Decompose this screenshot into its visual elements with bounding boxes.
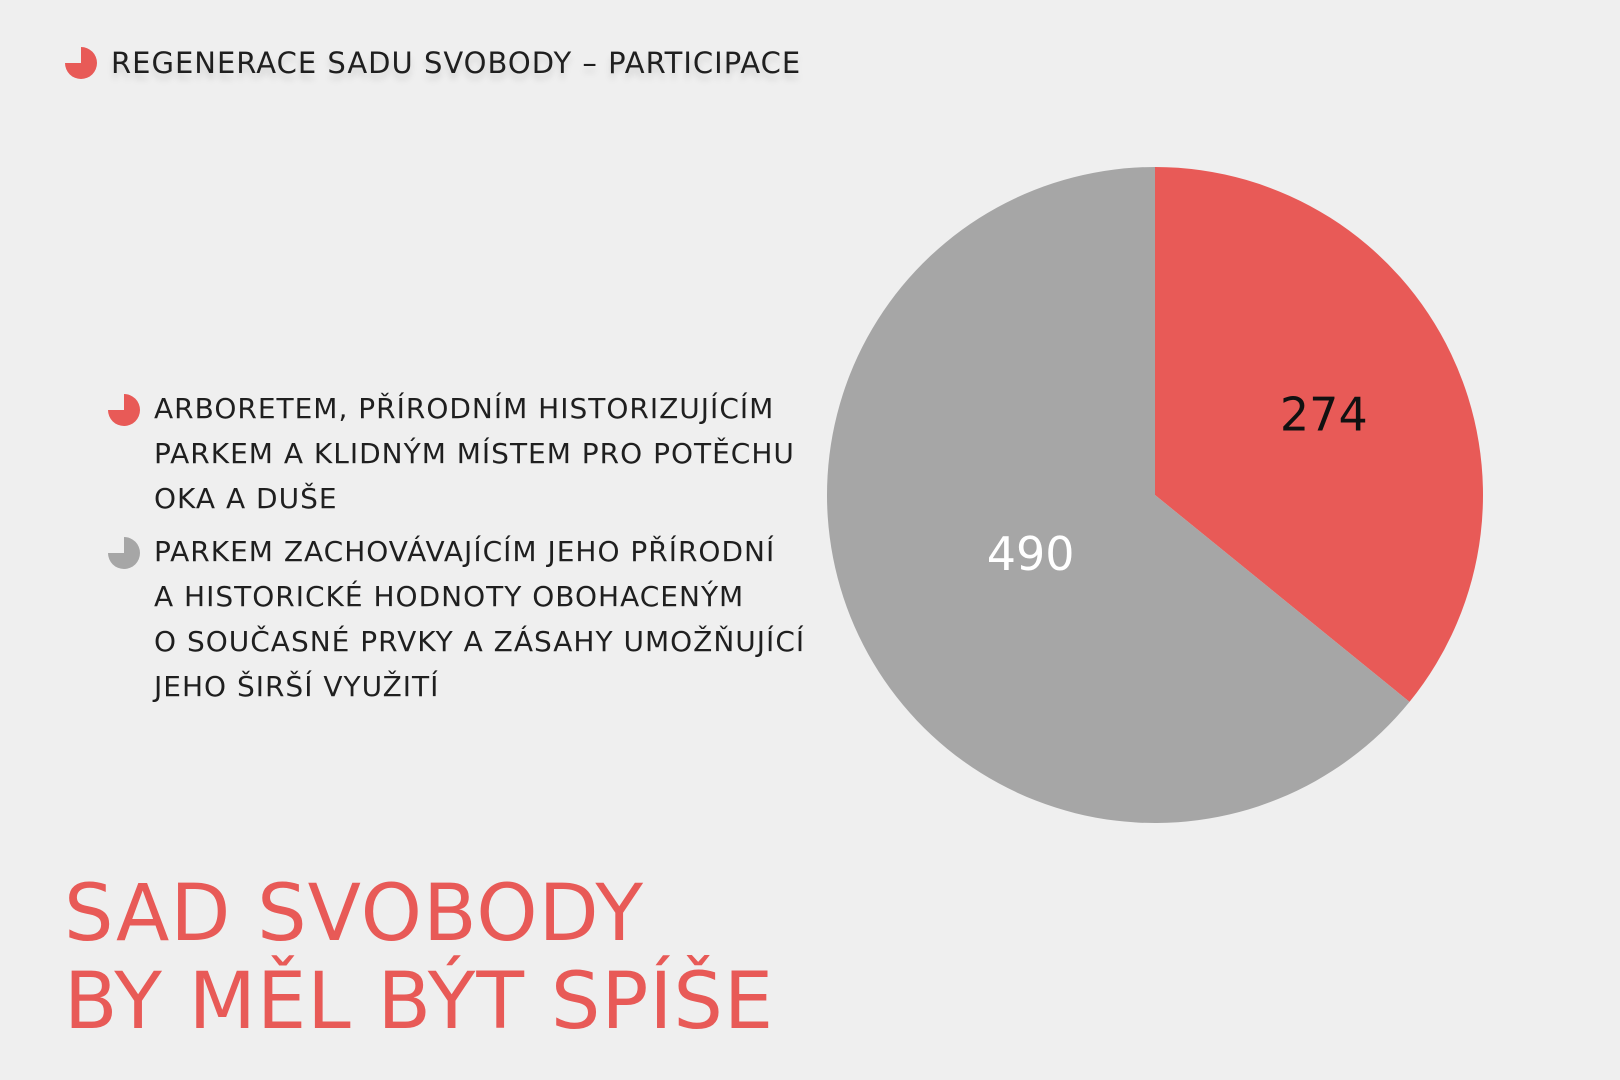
pie-slice-1: [827, 167, 1410, 823]
pie-chart-svg: 274 490: [827, 167, 1483, 823]
legend-pie-icon-red: [108, 394, 140, 426]
header: REGENERACE SADU SVOBODY – PARTICIPACE: [64, 46, 801, 80]
legend-pie-icon-gray: [108, 537, 140, 569]
legend-item-modern-park: PARKEM ZACHOVÁVAJÍCÍM JEHO PŘÍRODNÍ A HI…: [107, 529, 827, 709]
pie-slice-0: [1155, 167, 1483, 702]
legend-label-arboretum: ARBORETEM, PŘÍRODNÍM HISTORIZUJÍCÍM PARK…: [154, 392, 795, 515]
header-title: REGENERACE SADU SVOBODY – PARTICIPACE: [111, 46, 802, 80]
headline-line-1: SAD SVOBODY: [64, 869, 645, 959]
headline: SAD SVOBODY BY MĚL BÝT SPÍŠE: [64, 870, 774, 1046]
legend-item-arboretum: ARBORETEM, PŘÍRODNÍM HISTORIZUJÍCÍM PARK…: [107, 386, 827, 521]
legend-label-modern-park: PARKEM ZACHOVÁVAJÍCÍM JEHO PŘÍRODNÍ A HI…: [154, 535, 806, 703]
chart-legend: ARBORETEM, PŘÍRODNÍM HISTORIZUJÍCÍM PARK…: [107, 386, 827, 717]
headline-line-2: BY MĚL BÝT SPÍŠE: [64, 957, 775, 1047]
pie-chart-icon: [65, 47, 97, 79]
pie-chart: 274 490: [820, 160, 1520, 860]
pie-value-label-1: 490: [987, 527, 1075, 581]
pie-value-label-0: 274: [1280, 388, 1368, 442]
